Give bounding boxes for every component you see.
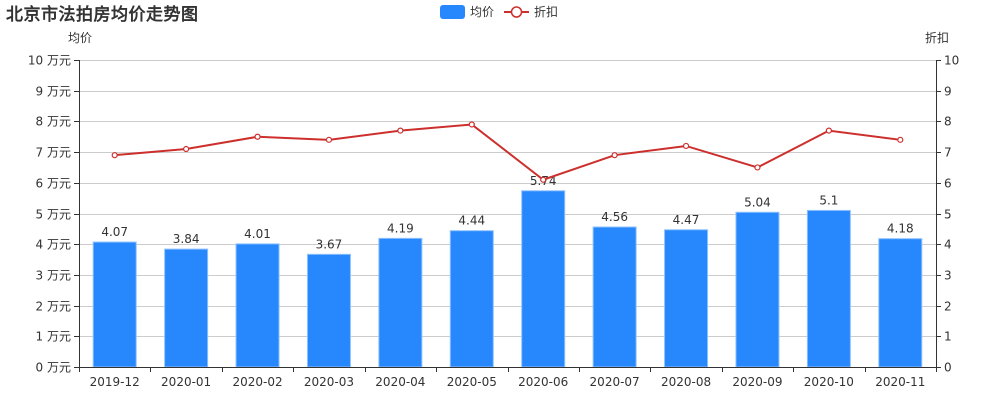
line-point[interactable]: [897, 136, 904, 143]
left-axis-tick-label: 1 万元: [36, 330, 71, 344]
right-axis-tick-label: 2: [944, 300, 952, 314]
bar[interactable]: [164, 248, 209, 368]
bar-value-label: 4.47: [673, 213, 700, 227]
bar[interactable]: [592, 226, 637, 368]
bar[interactable]: [878, 238, 923, 368]
line-point[interactable]: [397, 127, 404, 134]
line-point[interactable]: [468, 121, 475, 128]
bar[interactable]: [806, 209, 851, 368]
bar-value-label: 5.1: [819, 193, 838, 207]
line-point[interactable]: [325, 136, 333, 143]
right-axis-tick-label: 6: [944, 177, 952, 191]
right-axis-tick-label: 3: [944, 269, 952, 283]
x-axis-tick-label: 2020-08: [661, 375, 711, 389]
bar-value-label: 4.18: [887, 222, 914, 236]
bar-swatch-icon: [440, 4, 465, 19]
bar[interactable]: [235, 243, 280, 368]
bar[interactable]: [449, 230, 494, 368]
bar[interactable]: [378, 237, 423, 368]
x-axis-tick-label: 2020-07: [590, 375, 640, 389]
left-axis-tick-label: 5 万元: [36, 208, 71, 222]
line-point[interactable]: [754, 164, 761, 171]
left-axis-tick-label: 7 万元: [36, 146, 71, 160]
bar[interactable]: [92, 241, 137, 368]
bar-series: [92, 190, 923, 368]
axes: 0 万元 1 万元 2 万元 3 万元 4 万元 5 万元 6 万元 7 万元 8 万元 9 万元…: [28, 30, 959, 389]
left-axis-tick-label: 4 万元: [36, 238, 71, 252]
bar[interactable]: [664, 229, 709, 368]
left-axis-tick-label: 3 万元: [36, 269, 71, 283]
legend-label: 折扣: [534, 5, 559, 19]
x-axis-tick-label: 2020-04: [375, 375, 425, 389]
right-axis-tick-label: 10: [944, 54, 959, 68]
line-point[interactable]: [611, 152, 618, 159]
bar-value-label: 3.84: [173, 232, 200, 246]
left-axis-tick-label: 9 万元: [36, 85, 71, 99]
line-point[interactable]: [183, 145, 190, 153]
chart-title: 北京市法拍房均价走势图: [6, 5, 199, 25]
bar[interactable]: [306, 253, 351, 368]
right-axis-tick-label: 1: [944, 330, 952, 344]
right-axis-tick-label: 7: [944, 146, 952, 160]
line-point[interactable]: [540, 176, 547, 183]
right-axis-name: 折扣: [925, 30, 949, 45]
bar-value-label: 4.19: [387, 221, 414, 235]
x-axis-tick-label: 2020-11: [875, 375, 925, 389]
legend-label: 均价: [470, 5, 495, 19]
bar-value-label: 4.56: [601, 210, 628, 224]
x-axis-tick-label: 2019-12: [90, 375, 140, 389]
line-point[interactable]: [254, 133, 261, 140]
line-marker-icon: [504, 5, 530, 18]
bar[interactable]: [735, 211, 780, 368]
line-series: [111, 121, 904, 183]
right-axis-tick-label: 5: [944, 208, 952, 222]
legend-item-discount[interactable]: 折扣: [504, 3, 558, 20]
x-axis-tick-label: 2020-03: [304, 375, 354, 389]
left-axis-tick-label: 0 万元: [36, 361, 71, 375]
bar[interactable]: [521, 190, 566, 368]
left-axis-tick-label: 6 万元: [36, 177, 71, 191]
line-point[interactable]: [111, 152, 118, 159]
bar-value-label: 3.67: [316, 237, 343, 251]
x-axis-tick-label: 2020-05: [447, 375, 497, 389]
left-axis-tick-label: 8 万元: [36, 115, 71, 129]
left-axis-tick-label: 2 万元: [36, 300, 71, 314]
line-point[interactable]: [825, 127, 832, 134]
grid-lines: [79, 60, 936, 337]
right-axis-tick-label: 9: [944, 85, 952, 99]
legend: 均价 折扣: [440, 3, 568, 20]
bar-value-label: 4.07: [101, 225, 128, 239]
right-axis-tick-label: 4: [944, 238, 952, 252]
x-axis-tick-label: 2020-10: [804, 375, 854, 389]
left-axis-name: 均价: [68, 31, 92, 45]
bar-value-label: 5.04: [744, 195, 771, 209]
x-axis-tick-label: 2020-02: [232, 375, 282, 389]
bar-value-label: 4.01: [244, 227, 271, 241]
x-axis-tick-label: 2020-01: [161, 375, 211, 389]
bar-value-label: 4.44: [458, 214, 485, 228]
bar-value-labels: 4.073.844.013.674.194.445.744.564.475.04…: [101, 174, 913, 252]
right-axis-tick-label: 8: [944, 115, 952, 129]
x-axis-tick-label: 2020-06: [518, 375, 568, 389]
legend-item-avg-price[interactable]: 均价: [440, 3, 494, 20]
x-axis-tick-label: 2020-09: [732, 375, 782, 389]
line-point[interactable]: [682, 142, 690, 150]
discount-line: [114, 123, 901, 181]
right-axis-tick-label: 0: [944, 361, 952, 375]
left-axis-tick-label: 10 万元: [28, 54, 71, 68]
